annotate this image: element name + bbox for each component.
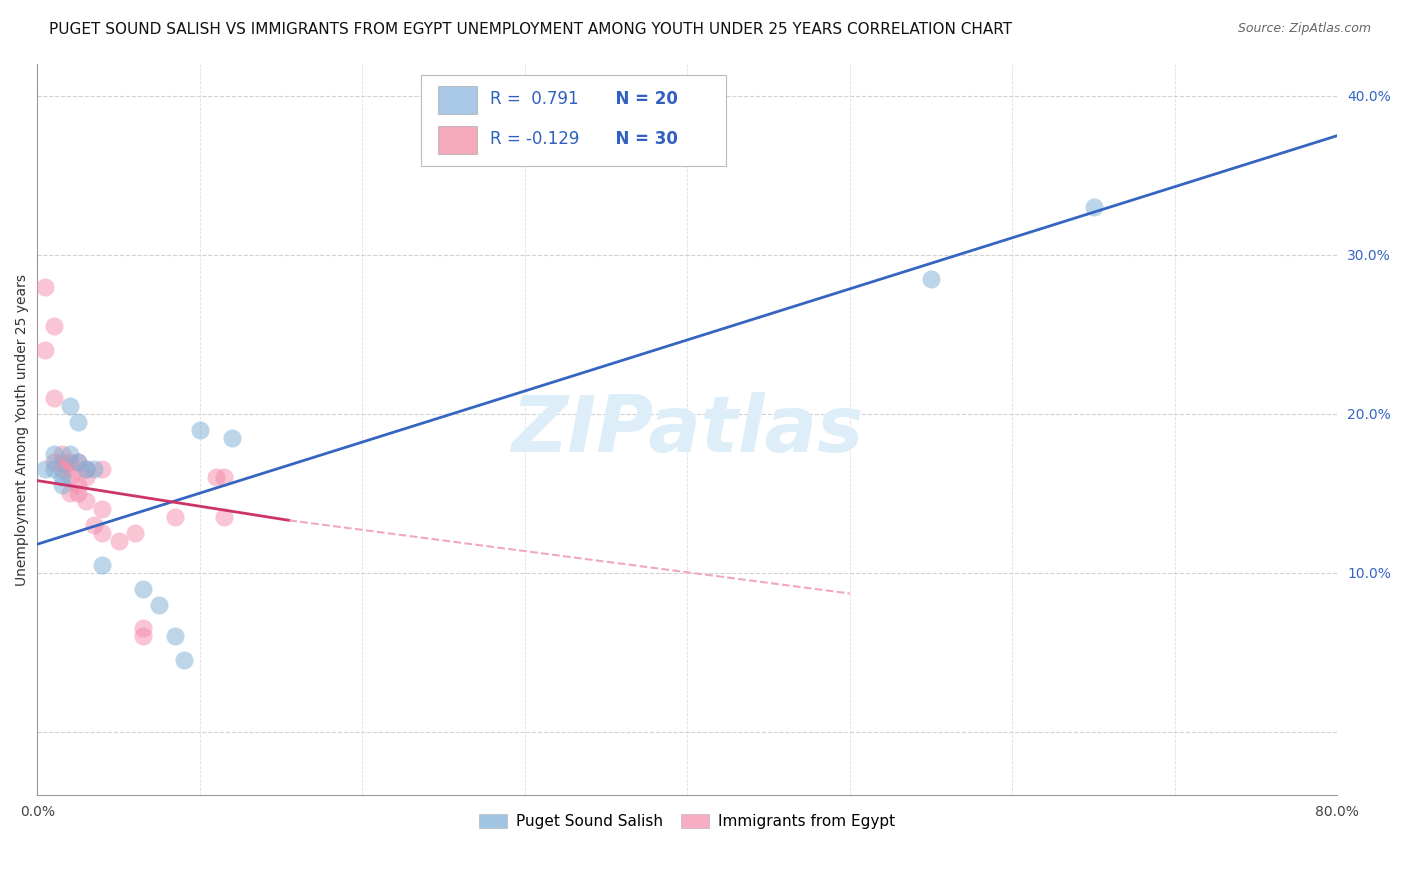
Point: [42, 462, 65, 476]
Point: [124, 526, 146, 541]
Point: [75, 494, 97, 508]
Point: [83, 462, 105, 476]
Point: [205, 470, 228, 484]
Point: [34, 279, 56, 293]
Point: [66, 415, 89, 429]
Point: [91, 462, 114, 476]
Text: R =  0.791: R = 0.791: [489, 90, 578, 108]
Point: [165, 510, 187, 524]
Y-axis label: Unemployment Among Youth under 25 years: Unemployment Among Youth under 25 years: [15, 274, 30, 586]
Point: [59, 470, 82, 484]
Point: [34, 462, 56, 476]
Point: [212, 470, 235, 484]
Text: N = 20: N = 20: [605, 90, 678, 108]
Point: [59, 486, 82, 500]
FancyBboxPatch shape: [437, 127, 477, 154]
Point: [66, 478, 89, 492]
Point: [51, 446, 73, 460]
FancyBboxPatch shape: [437, 86, 477, 114]
Point: [59, 462, 82, 476]
Point: [42, 319, 65, 334]
Point: [42, 446, 65, 460]
Point: [75, 462, 97, 476]
Point: [51, 478, 73, 492]
Point: [66, 454, 89, 468]
Text: ZIPatlas: ZIPatlas: [512, 392, 863, 467]
Point: [148, 598, 170, 612]
Point: [34, 343, 56, 358]
Legend: Puget Sound Salish, Immigrants from Egypt: Puget Sound Salish, Immigrants from Egyp…: [474, 808, 901, 835]
Point: [51, 462, 73, 476]
Point: [59, 399, 82, 413]
Point: [42, 391, 65, 405]
Point: [221, 431, 243, 445]
Point: [66, 454, 89, 468]
Point: [132, 629, 155, 643]
Point: [107, 534, 129, 549]
Point: [212, 510, 235, 524]
Text: N = 30: N = 30: [605, 130, 678, 148]
Point: [188, 423, 211, 437]
Text: R = -0.129: R = -0.129: [489, 130, 579, 148]
Point: [132, 582, 155, 596]
Point: [51, 470, 73, 484]
Point: [91, 558, 114, 572]
Point: [75, 462, 97, 476]
Point: [59, 446, 82, 460]
Point: [66, 486, 89, 500]
Point: [91, 526, 114, 541]
Text: Source: ZipAtlas.com: Source: ZipAtlas.com: [1237, 22, 1371, 36]
Point: [920, 271, 942, 285]
Point: [75, 470, 97, 484]
Text: PUGET SOUND SALISH VS IMMIGRANTS FROM EGYPT UNEMPLOYMENT AMONG YOUTH UNDER 25 YE: PUGET SOUND SALISH VS IMMIGRANTS FROM EG…: [49, 22, 1012, 37]
Point: [132, 622, 155, 636]
Point: [91, 502, 114, 516]
Point: [51, 454, 73, 468]
Point: [173, 653, 195, 667]
Point: [42, 454, 65, 468]
Point: [83, 518, 105, 533]
FancyBboxPatch shape: [420, 75, 727, 167]
Point: [59, 454, 82, 468]
Point: [1083, 200, 1105, 214]
Point: [165, 629, 187, 643]
